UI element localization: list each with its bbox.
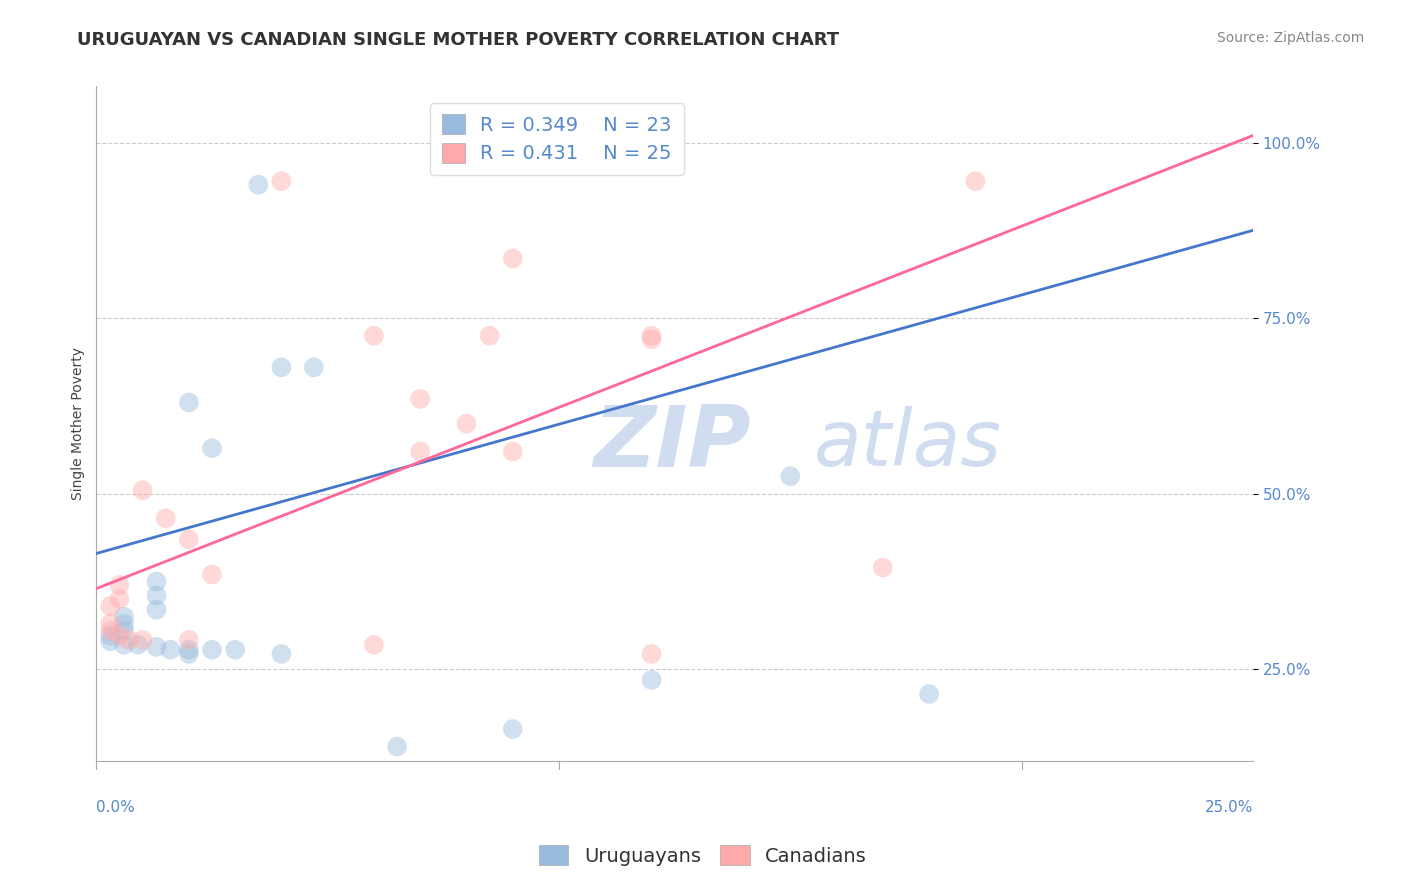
Point — [112, 638, 135, 652]
Point — [201, 441, 224, 455]
Point — [145, 589, 167, 603]
Point — [409, 392, 432, 406]
Text: Source: ZipAtlas.com: Source: ZipAtlas.com — [1216, 31, 1364, 45]
Point — [224, 642, 246, 657]
Point — [108, 629, 131, 643]
Point — [98, 634, 121, 648]
Point — [270, 647, 292, 661]
Point — [640, 328, 662, 343]
Point — [112, 616, 135, 631]
Point — [363, 638, 385, 652]
Point — [155, 511, 177, 525]
Point — [478, 328, 501, 343]
Point — [640, 332, 662, 346]
Point — [98, 616, 121, 631]
Text: 0.0%: 0.0% — [97, 799, 135, 814]
Point — [201, 567, 224, 582]
Text: ZIP: ZIP — [593, 402, 751, 485]
Point — [201, 642, 224, 657]
Point — [145, 640, 167, 654]
Point — [456, 417, 478, 431]
Point — [127, 638, 149, 652]
Point — [131, 632, 153, 647]
Point — [302, 360, 325, 375]
Point — [145, 574, 167, 589]
Point — [177, 647, 200, 661]
Point — [177, 395, 200, 409]
Point — [640, 647, 662, 661]
Point — [177, 632, 200, 647]
Point — [131, 483, 153, 498]
Point — [145, 602, 167, 616]
Point — [502, 444, 524, 458]
Point — [270, 360, 292, 375]
Point — [640, 673, 662, 687]
Point — [385, 739, 408, 754]
Point — [98, 629, 121, 643]
Point — [409, 444, 432, 458]
Point — [177, 533, 200, 547]
Point — [112, 624, 135, 638]
Point — [918, 687, 941, 701]
Legend: Uruguayans, Canadians: Uruguayans, Canadians — [531, 838, 875, 873]
Point — [965, 174, 987, 188]
Point — [108, 578, 131, 592]
Text: URUGUAYAN VS CANADIAN SINGLE MOTHER POVERTY CORRELATION CHART: URUGUAYAN VS CANADIAN SINGLE MOTHER POVE… — [77, 31, 839, 49]
Legend: R = 0.349    N = 23, R = 0.431    N = 25: R = 0.349 N = 23, R = 0.431 N = 25 — [430, 103, 683, 175]
Point — [502, 722, 524, 736]
Point — [98, 599, 121, 614]
Point — [779, 469, 801, 483]
Point — [872, 560, 894, 574]
Point — [270, 174, 292, 188]
Point — [98, 624, 121, 638]
Point — [108, 592, 131, 607]
Point — [247, 178, 270, 192]
Point — [177, 642, 200, 657]
Text: 25.0%: 25.0% — [1205, 799, 1253, 814]
Text: atlas: atlas — [814, 406, 1001, 482]
Point — [159, 642, 181, 657]
Point — [363, 328, 385, 343]
Point — [112, 609, 135, 624]
Point — [502, 252, 524, 266]
Point — [118, 632, 141, 647]
Y-axis label: Single Mother Poverty: Single Mother Poverty — [72, 347, 86, 500]
